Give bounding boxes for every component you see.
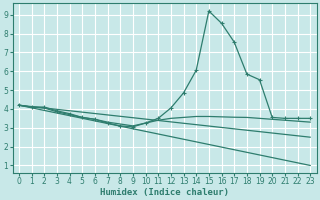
X-axis label: Humidex (Indice chaleur): Humidex (Indice chaleur) (100, 188, 229, 197)
